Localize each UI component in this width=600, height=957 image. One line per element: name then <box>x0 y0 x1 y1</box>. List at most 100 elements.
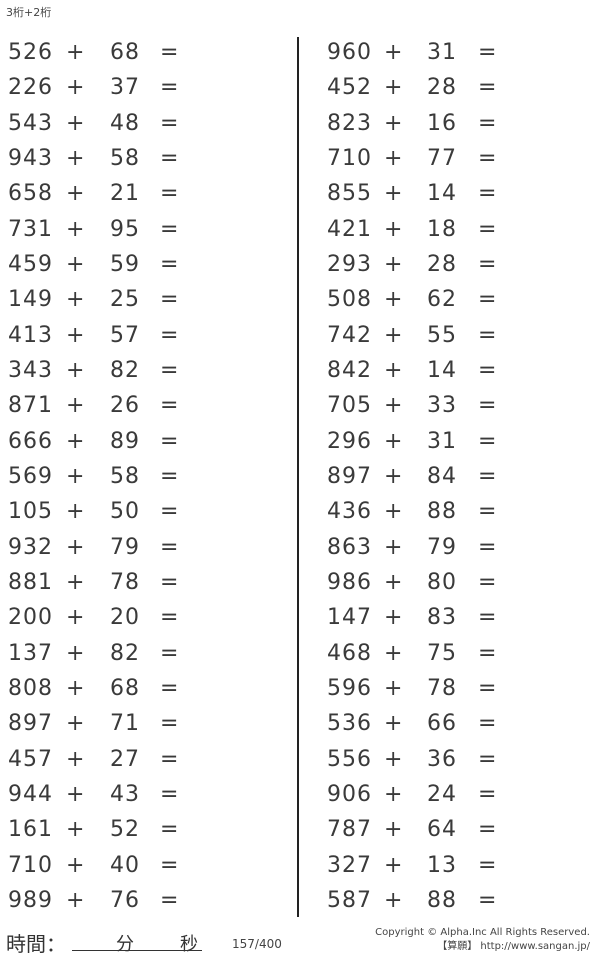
equals-sign: = <box>160 110 180 136</box>
second-operand: 76 <box>110 887 140 913</box>
plus-sign: + <box>384 216 404 242</box>
first-operand: 944 <box>8 781 53 807</box>
second-operand: 37 <box>110 75 140 101</box>
equals-sign: = <box>160 887 180 913</box>
equals-sign: = <box>160 428 180 454</box>
equals-sign: = <box>478 110 498 136</box>
first-operand: 543 <box>8 110 53 136</box>
site-link[interactable]: 【算願】 http://www.sangan.jp/ <box>437 941 590 952</box>
second-operand: 52 <box>110 817 140 843</box>
plus-sign: + <box>66 746 86 772</box>
plus-sign: + <box>66 322 86 348</box>
first-operand: 556 <box>327 746 372 772</box>
plus-sign: + <box>384 675 404 701</box>
first-operand: 536 <box>327 711 372 737</box>
equals-sign: = <box>478 746 498 772</box>
plus-sign: + <box>66 534 86 560</box>
minutes-label: 分 <box>116 934 134 955</box>
copyright: Copyright © Alpha.Inc All Rights Reserve… <box>375 926 590 954</box>
first-operand: 296 <box>327 428 372 454</box>
second-operand: 28 <box>427 75 457 101</box>
plus-sign: + <box>66 675 86 701</box>
second-operand: 28 <box>427 251 457 277</box>
plus-sign: + <box>384 40 404 65</box>
equals-sign: = <box>160 463 180 489</box>
first-operand: 457 <box>8 746 53 772</box>
equals-sign: = <box>478 145 498 171</box>
plus-sign: + <box>384 181 404 207</box>
equals-sign: = <box>478 216 498 242</box>
plus-sign: + <box>66 852 86 878</box>
equals-sign: = <box>160 181 180 207</box>
equals-sign: = <box>160 357 180 383</box>
second-operand: 58 <box>110 463 140 489</box>
second-operand: 14 <box>427 357 457 383</box>
second-operand: 33 <box>427 393 457 419</box>
second-operand: 48 <box>110 110 140 136</box>
equals-sign: = <box>478 181 498 207</box>
second-operand: 20 <box>110 605 140 631</box>
first-operand: 658 <box>8 181 53 207</box>
first-operand: 226 <box>8 75 53 101</box>
first-operand: 731 <box>8 216 53 242</box>
plus-sign: + <box>384 781 404 807</box>
plus-sign: + <box>384 251 404 277</box>
plus-sign: + <box>66 887 86 913</box>
equals-sign: = <box>160 605 180 631</box>
first-operand: 526 <box>8 40 53 65</box>
equals-sign: = <box>160 75 180 101</box>
second-operand: 78 <box>110 569 140 595</box>
equals-sign: = <box>478 428 498 454</box>
second-operand: 84 <box>427 463 457 489</box>
equals-sign: = <box>160 251 180 277</box>
second-operand: 89 <box>110 428 140 454</box>
equals-sign: = <box>478 852 498 878</box>
equals-sign: = <box>478 463 498 489</box>
first-operand: 569 <box>8 463 53 489</box>
plus-sign: + <box>384 569 404 595</box>
first-operand: 871 <box>8 393 53 419</box>
equals-sign: = <box>478 499 498 525</box>
plus-sign: + <box>384 145 404 171</box>
worksheet-title: 3桁+2桁 <box>6 6 52 19</box>
equals-sign: = <box>160 711 180 737</box>
first-operand: 960 <box>327 40 372 65</box>
plus-sign: + <box>66 569 86 595</box>
copyright-text: Copyright © Alpha.Inc All Rights Reserve… <box>375 927 590 938</box>
second-operand: 62 <box>427 287 457 313</box>
second-operand: 57 <box>110 322 140 348</box>
equals-sign: = <box>160 534 180 560</box>
first-operand: 105 <box>8 499 53 525</box>
equals-sign: = <box>478 711 498 737</box>
second-operand: 75 <box>427 640 457 666</box>
second-operand: 79 <box>427 534 457 560</box>
second-operand: 50 <box>110 499 140 525</box>
plus-sign: + <box>384 499 404 525</box>
equals-sign: = <box>478 40 498 65</box>
first-operand: 863 <box>327 534 372 560</box>
equals-sign: = <box>478 640 498 666</box>
second-operand: 27 <box>110 746 140 772</box>
equals-sign: = <box>478 887 498 913</box>
plus-sign: + <box>384 322 404 348</box>
second-operand: 14 <box>427 181 457 207</box>
plus-sign: + <box>384 711 404 737</box>
equals-sign: = <box>478 605 498 631</box>
second-operand: 71 <box>110 711 140 737</box>
plus-sign: + <box>66 181 86 207</box>
page-number: 157/400 <box>232 937 282 951</box>
second-operand: 88 <box>427 499 457 525</box>
equals-sign: = <box>160 852 180 878</box>
second-operand: 68 <box>110 675 140 701</box>
second-operand: 21 <box>110 181 140 207</box>
first-operand: 468 <box>327 640 372 666</box>
plus-sign: + <box>384 534 404 560</box>
plus-sign: + <box>384 640 404 666</box>
equals-sign: = <box>160 322 180 348</box>
plus-sign: + <box>66 781 86 807</box>
first-operand: 897 <box>8 711 53 737</box>
first-operand: 596 <box>327 675 372 701</box>
plus-sign: + <box>66 711 86 737</box>
first-operand: 436 <box>327 499 372 525</box>
equals-sign: = <box>160 499 180 525</box>
